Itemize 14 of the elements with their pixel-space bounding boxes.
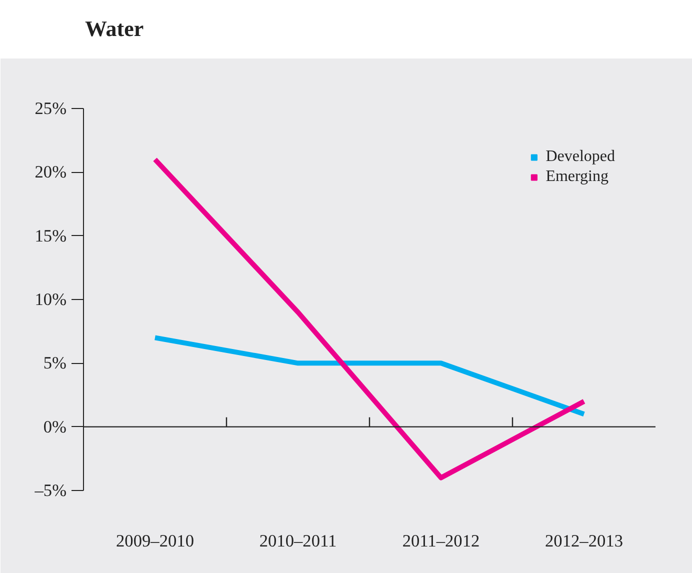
y-tick-label: 0% — [43, 417, 67, 436]
y-tick-label: 15% — [34, 226, 67, 246]
x-tick-label: 2009–2010 — [116, 532, 194, 550]
x-tick-label: 2010–2011 — [259, 532, 337, 550]
y-tick-label: 5% — [43, 354, 67, 373]
y-tick-label: –5% — [34, 481, 67, 500]
y-tick-label: 20% — [34, 162, 67, 182]
chart-title: Water — [85, 15, 144, 43]
x-tick-label: 2011–2012 — [402, 532, 480, 550]
y-tick-label: 25% — [34, 99, 67, 118]
y-tick-label: 10% — [34, 290, 67, 309]
legend-label: Developed — [546, 148, 615, 166]
x-tick-label: 2012–2013 — [545, 532, 623, 550]
legend-label: Emerging — [546, 168, 608, 186]
